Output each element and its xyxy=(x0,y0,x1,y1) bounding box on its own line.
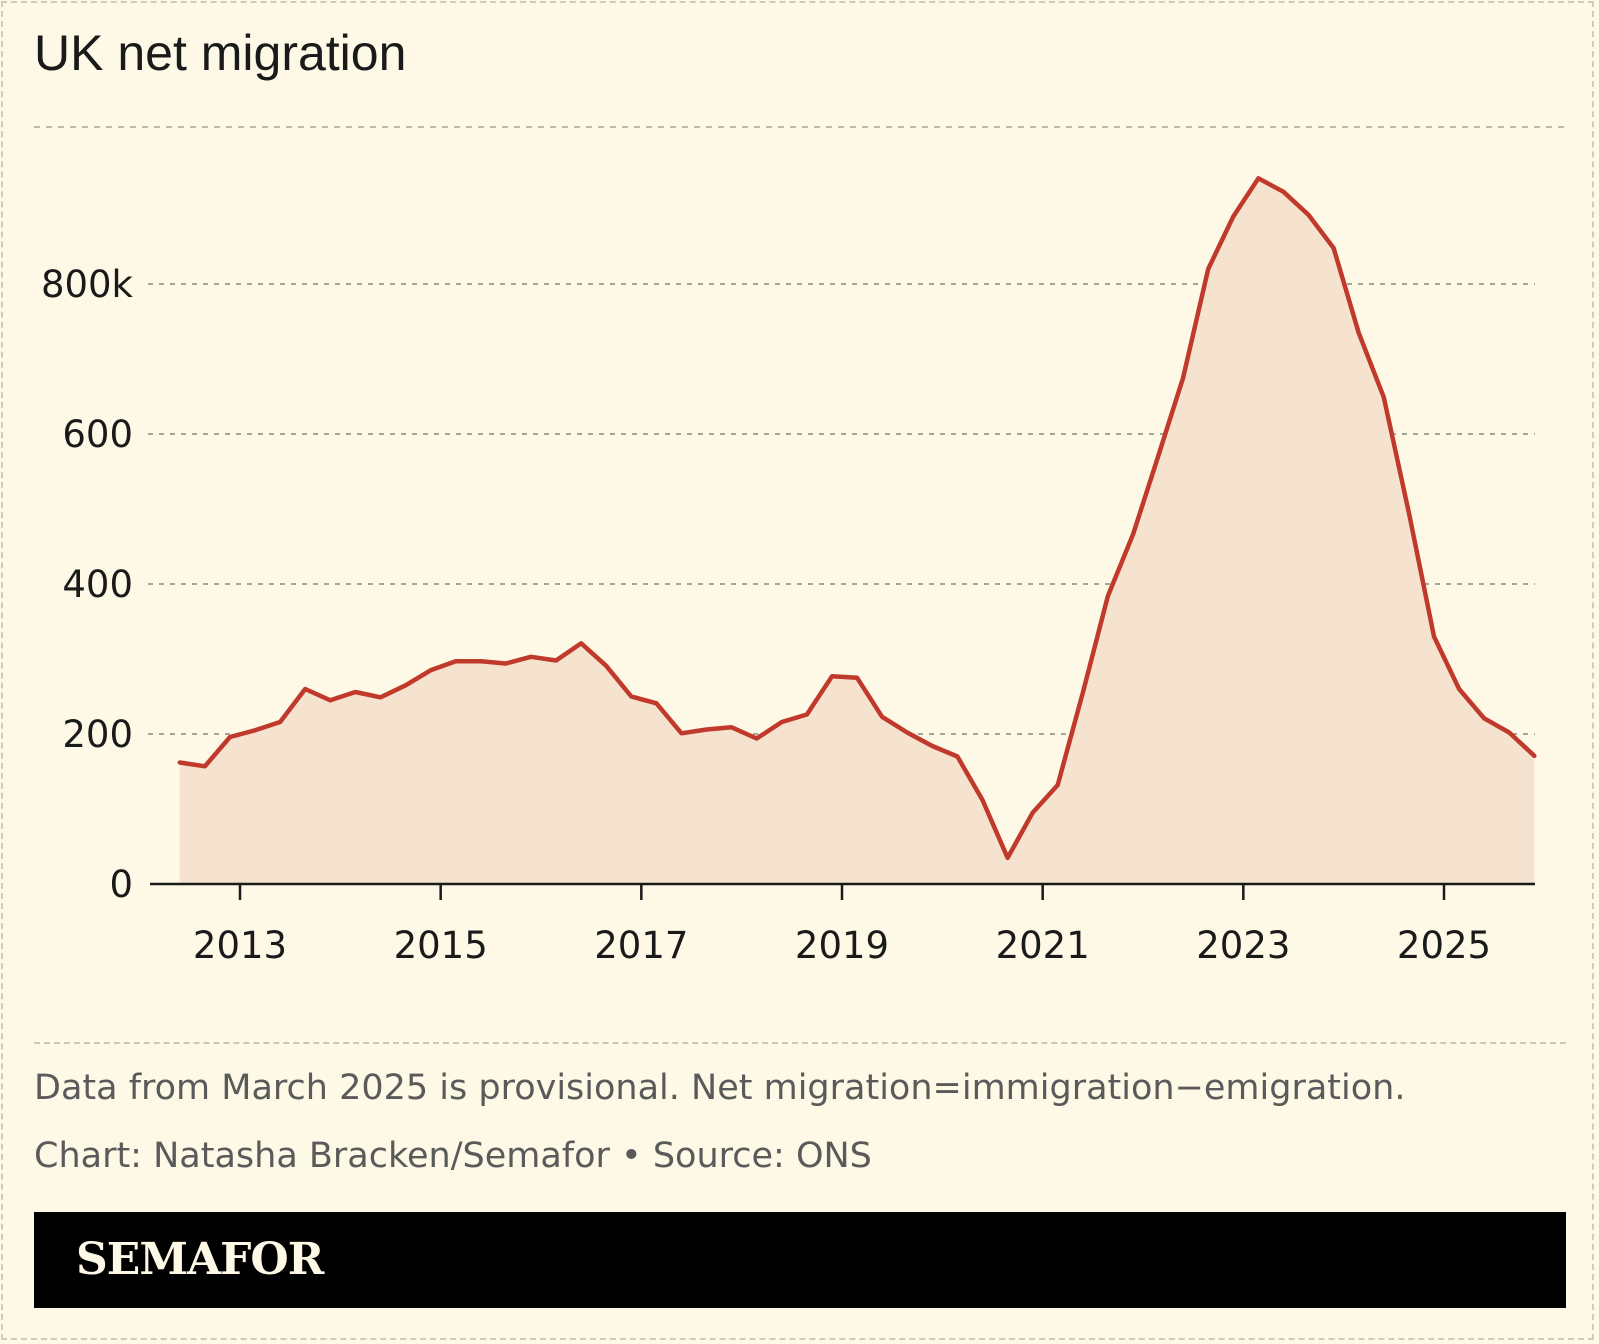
credit-line: Chart: Natasha Bracken/Semafor • Source:… xyxy=(34,1136,872,1176)
x-tick-label: 2013 xyxy=(193,924,287,967)
chart-title: UK net migration xyxy=(34,25,407,81)
y-tick-label: 800k xyxy=(41,263,134,306)
x-tick-label: 2015 xyxy=(394,924,488,967)
y-tick-label: 400 xyxy=(62,563,133,606)
x-axis-ticks: 2013 2015 2017 2019 2021 2023 2025 xyxy=(193,884,1491,967)
y-tick-label: 0 xyxy=(109,863,133,906)
y-tick-label: 600 xyxy=(62,413,133,456)
x-tick-label: 2023 xyxy=(1196,924,1290,967)
y-axis-ticks: 0 200 400 600 800k xyxy=(41,263,134,906)
x-tick-label: 2017 xyxy=(594,924,688,967)
semafor-logo: SEMAFOR xyxy=(76,1234,324,1285)
footer-divider xyxy=(34,1042,1566,1044)
x-tick-label: 2025 xyxy=(1397,924,1491,967)
footnote: Data from March 2025 is provisional. Net… xyxy=(34,1068,1406,1108)
x-tick-label: 2021 xyxy=(996,924,1090,967)
series-line xyxy=(177,176,1537,861)
x-tick-label: 2019 xyxy=(795,924,889,967)
y-tick-label: 200 xyxy=(62,713,133,756)
series-area xyxy=(179,178,1535,885)
brand-bar: SEMAFOR xyxy=(34,1212,1566,1308)
